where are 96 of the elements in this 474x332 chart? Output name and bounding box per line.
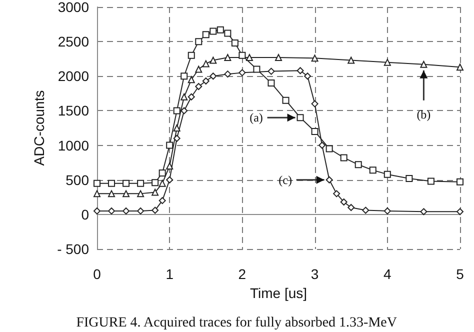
y-tick-label: 2000: [58, 68, 90, 84]
point: [210, 56, 217, 64]
x-tick-label: 3: [310, 266, 319, 282]
point: [152, 206, 159, 214]
point: [108, 190, 116, 198]
point: [384, 58, 391, 66]
point: [166, 176, 174, 184]
point: [173, 107, 180, 114]
x-tick-label: 5: [456, 266, 464, 282]
point: [202, 60, 210, 68]
point: [180, 93, 188, 100]
point: [231, 39, 238, 46]
point: [108, 180, 116, 187]
point: [362, 206, 370, 214]
point: [326, 145, 333, 152]
point: [427, 178, 434, 185]
caption: FIGURE 4. Acquired traces for fully absorbed 1.33-MeV: [76, 316, 397, 330]
point: [122, 180, 130, 187]
point: [137, 180, 144, 187]
y-tick-label: 500: [66, 172, 90, 188]
y-tick-label: - 500: [57, 241, 90, 257]
point: [246, 54, 253, 61]
point: [456, 178, 464, 186]
point: [195, 38, 202, 46]
point: [152, 188, 159, 196]
point: [238, 52, 246, 59]
point: [224, 30, 232, 37]
point: [311, 54, 318, 62]
point: [94, 207, 100, 214]
point: [122, 207, 130, 214]
point: [137, 190, 144, 198]
x-tick-label: 2: [238, 266, 246, 282]
point: [420, 208, 428, 216]
point: [158, 169, 166, 176]
text: (b): [416, 107, 431, 122]
point: [166, 142, 174, 149]
y-tick-label: 3000: [58, 0, 90, 15]
point: [173, 134, 180, 142]
point: [333, 190, 340, 198]
point: [202, 31, 210, 38]
point: [282, 96, 290, 104]
series-label: (a): [250, 110, 263, 125]
x-tick-label: 1: [166, 266, 174, 282]
point: [137, 207, 144, 214]
x-tick-label: 4: [384, 266, 392, 282]
point: [173, 124, 180, 132]
point: [348, 56, 355, 64]
y-axis-title: ADC-counts: [31, 90, 48, 166]
x-tick-label: 0: [93, 266, 102, 282]
point: [158, 180, 166, 187]
point: [210, 28, 217, 35]
point: [318, 142, 326, 149]
point: [304, 72, 312, 80]
y-tick-label: 2500: [58, 34, 90, 50]
point: [296, 67, 304, 74]
point: [166, 162, 174, 170]
point: [384, 170, 391, 178]
point: [311, 100, 318, 108]
point: [108, 207, 116, 214]
point: [188, 76, 195, 84]
point: [188, 52, 195, 59]
y-tick-label: 1500: [58, 102, 90, 119]
point: [188, 93, 195, 100]
point: [340, 154, 348, 162]
point: [384, 207, 391, 214]
point: [210, 72, 217, 80]
point: [456, 64, 464, 71]
point: [238, 69, 246, 76]
point: [354, 161, 362, 168]
point: [311, 128, 318, 135]
point: [369, 166, 376, 174]
point: [348, 204, 355, 212]
point: [420, 60, 428, 68]
point: [180, 107, 188, 114]
point: [296, 114, 304, 122]
point: [122, 190, 130, 198]
point: [340, 198, 348, 206]
point: [326, 176, 333, 184]
y-tick-label: 0: [81, 206, 90, 222]
point: [253, 66, 260, 73]
point: [268, 80, 275, 87]
point: [216, 26, 224, 34]
point: [94, 180, 100, 187]
point: [224, 70, 232, 78]
point: [456, 208, 464, 216]
point: [406, 174, 413, 182]
x-axis-title: Time [us]: [250, 284, 308, 301]
point: [195, 66, 202, 73]
point: [268, 68, 275, 75]
point: [202, 77, 210, 84]
point: [180, 72, 188, 80]
point: [158, 197, 166, 204]
y-tick-label: 1000: [58, 137, 90, 154]
point: [224, 54, 232, 61]
point: [195, 83, 202, 90]
point: [152, 179, 159, 186]
